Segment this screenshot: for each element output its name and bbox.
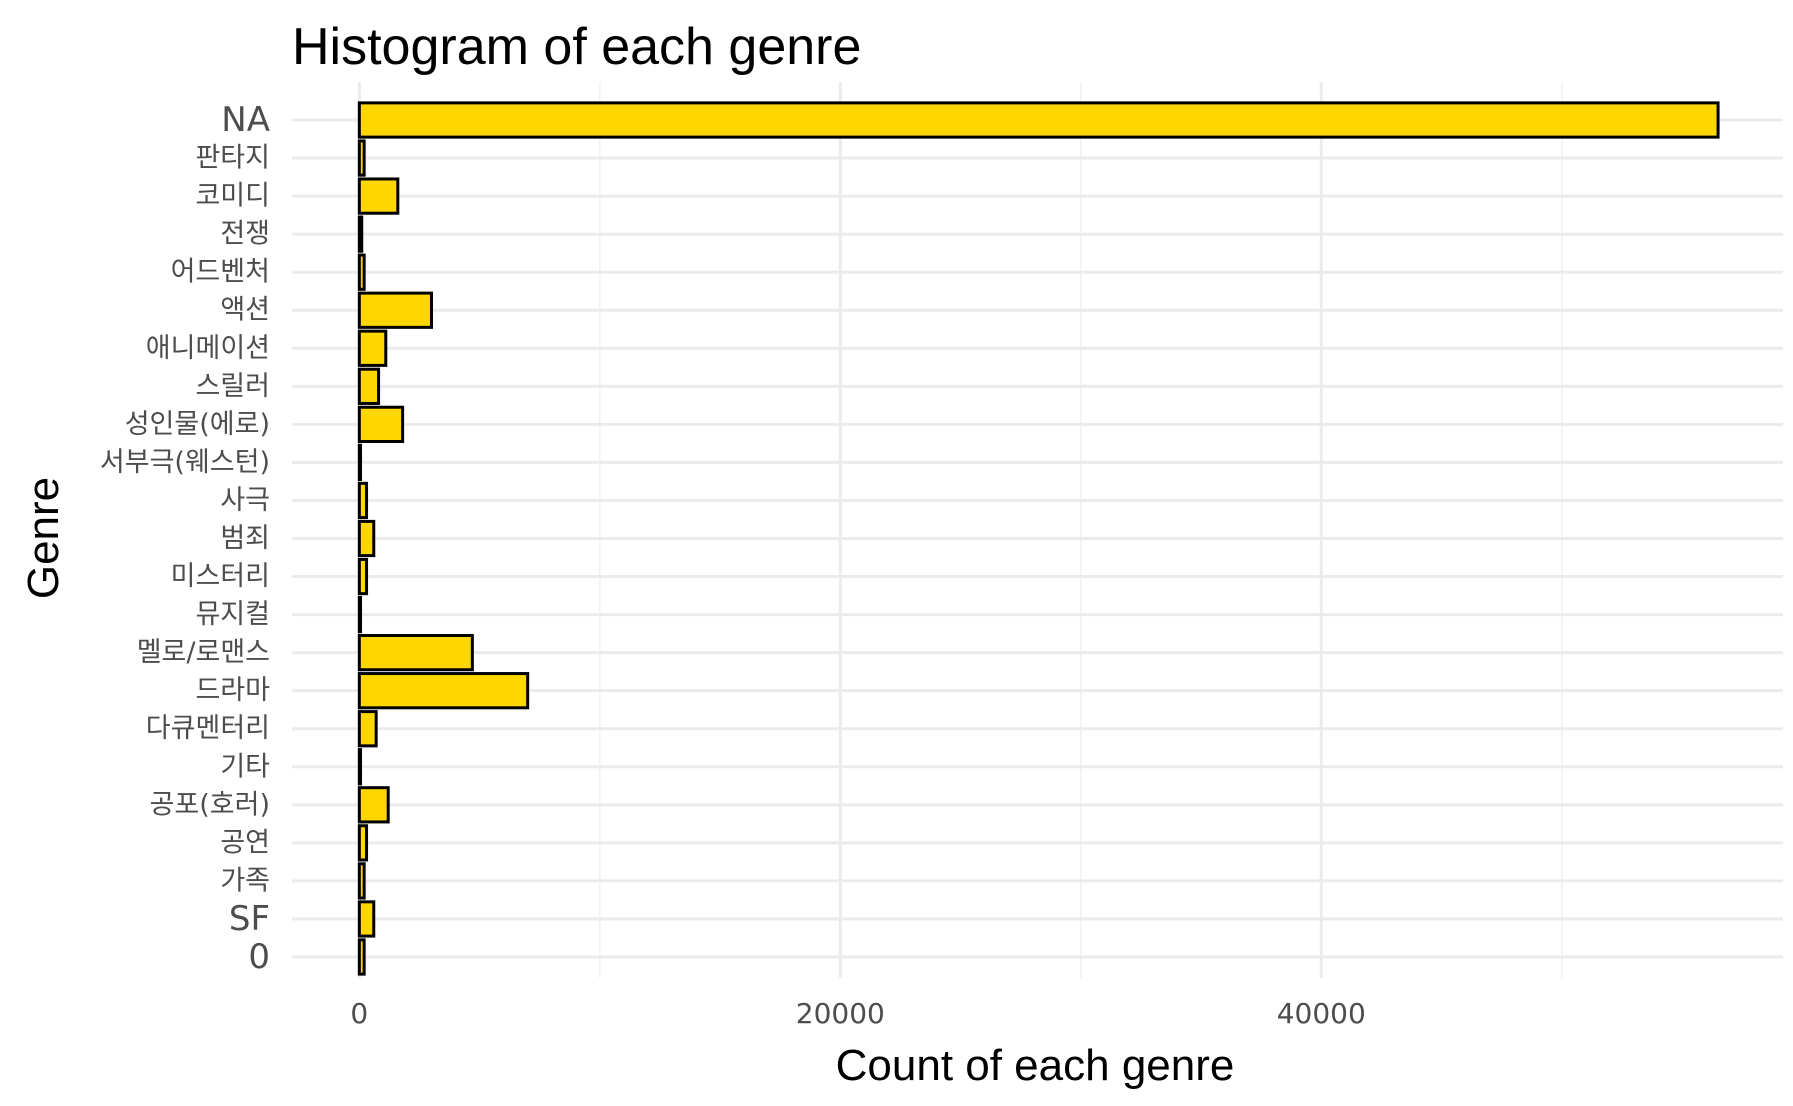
- x-tick-label: 0: [350, 997, 368, 1030]
- bar-2: [357, 862, 366, 900]
- bar-13: [357, 443, 363, 482]
- y-tick-label: 뮤지컬: [195, 599, 270, 630]
- y-tick-label: 애니메이션: [146, 333, 270, 364]
- bar-17: [357, 291, 433, 329]
- x-axis-title: Count of each genre: [836, 1041, 1235, 1090]
- y-tick-label: 미스터리: [171, 561, 270, 592]
- y-tick-label: 기타: [220, 751, 270, 782]
- bar-0: [357, 938, 366, 976]
- y-tick-label: 액션: [220, 295, 270, 326]
- y-tick-label: 드라마: [195, 675, 270, 706]
- x-axis-tick-labels: 0 20000 40000: [350, 997, 1365, 1030]
- bar-3: [357, 824, 369, 862]
- y-tick-label: 판타지: [195, 143, 270, 174]
- y-tick-label: 가족: [220, 865, 270, 896]
- bar-8: [357, 634, 474, 672]
- y-tick-label: NA: [221, 100, 270, 140]
- bar-5: [357, 748, 363, 786]
- bar-11: [357, 519, 376, 558]
- bar-12: [357, 481, 369, 520]
- y-axis-title: Genre: [19, 477, 68, 599]
- x-tick-label: 40000: [1277, 997, 1366, 1030]
- y-tick-label: 스릴러: [195, 371, 270, 402]
- chart-title: Histogram of each genre: [292, 18, 861, 76]
- bar-10: [357, 557, 369, 596]
- bars: [357, 101, 1720, 976]
- bar-21: [357, 139, 366, 177]
- bar-14: [357, 405, 405, 443]
- bar-1: [357, 900, 376, 938]
- y-tick-label: 0: [248, 937, 270, 977]
- bar-7: [357, 672, 530, 710]
- y-tick-label: 다큐멘터리: [146, 713, 270, 744]
- y-tick-label: 전쟁: [220, 219, 270, 250]
- bar-18: [357, 253, 366, 291]
- y-tick-label: 범죄: [220, 523, 270, 554]
- bar-15: [357, 367, 381, 405]
- y-tick-label: SF: [229, 899, 270, 939]
- grid-lines: [292, 82, 1783, 978]
- y-tick-label: 성인물(에로): [125, 409, 270, 440]
- y-tick-label: 어드벤처: [171, 257, 270, 288]
- bar-20: [357, 177, 400, 215]
- bar-6: [357, 710, 378, 748]
- bar-19: [357, 215, 364, 253]
- bar-22: [357, 101, 1720, 139]
- y-tick-label: 멜로/로맨스: [137, 637, 270, 668]
- y-tick-label: 서부극(웨스턴): [100, 447, 270, 478]
- y-tick-label: 사극: [220, 485, 270, 516]
- y-tick-label: 코미디: [195, 181, 270, 212]
- bar-9: [357, 595, 363, 634]
- bar-16: [357, 329, 388, 367]
- x-tick-label: 20000: [796, 997, 885, 1030]
- y-tick-label: 공포(호러): [150, 789, 270, 820]
- bar-4: [357, 786, 390, 824]
- y-tick-label: 공연: [220, 827, 270, 858]
